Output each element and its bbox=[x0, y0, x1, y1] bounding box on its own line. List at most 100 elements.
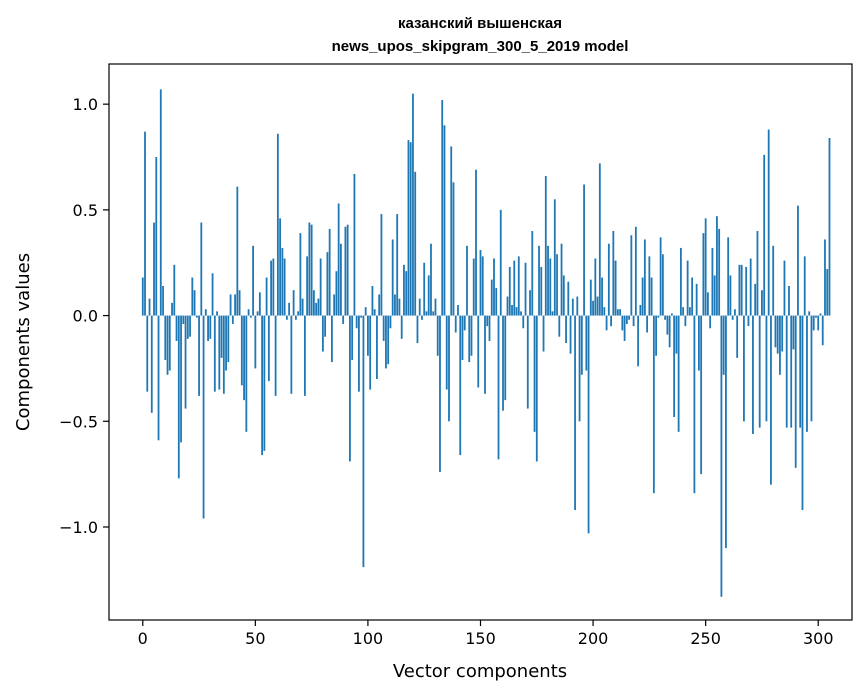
bar-183 bbox=[553, 199, 556, 316]
bar-239 bbox=[679, 247, 682, 316]
bar-228 bbox=[655, 315, 658, 356]
bar-215 bbox=[625, 315, 628, 325]
bar-70 bbox=[299, 233, 302, 316]
bar-35 bbox=[220, 315, 223, 358]
bar-72 bbox=[303, 315, 306, 396]
bar-216 bbox=[628, 315, 630, 320]
bar-17 bbox=[180, 315, 182, 443]
bar-261 bbox=[729, 275, 732, 316]
bar-194 bbox=[578, 315, 581, 422]
bar-24 bbox=[195, 315, 198, 318]
bar-128 bbox=[430, 243, 432, 316]
bar-227 bbox=[652, 315, 655, 494]
bar-138 bbox=[452, 182, 455, 316]
bar-47 bbox=[247, 309, 250, 316]
bar-217 bbox=[630, 235, 633, 316]
bar-147 bbox=[472, 258, 475, 316]
bar-105 bbox=[378, 294, 381, 316]
bar-112 bbox=[394, 294, 396, 316]
bar-95 bbox=[355, 315, 358, 329]
bar-44 bbox=[240, 315, 243, 386]
bar-107 bbox=[382, 315, 385, 341]
bar-201 bbox=[594, 258, 597, 316]
bar-170 bbox=[524, 262, 527, 316]
bar-221 bbox=[639, 305, 642, 316]
bar-197 bbox=[585, 315, 588, 371]
bar-276 bbox=[763, 154, 766, 316]
x-tick-label-300: 300 bbox=[803, 629, 834, 648]
bar-247 bbox=[698, 315, 700, 371]
bar-286 bbox=[785, 315, 788, 428]
bar-291 bbox=[797, 205, 799, 316]
bar-162 bbox=[506, 296, 509, 316]
bar-282 bbox=[776, 315, 779, 354]
bar-206 bbox=[605, 315, 608, 331]
bar-257 bbox=[720, 315, 723, 597]
bar-175 bbox=[535, 315, 538, 462]
bar-267 bbox=[743, 315, 745, 422]
bar-256 bbox=[718, 228, 721, 316]
bar-23 bbox=[193, 290, 196, 316]
bar-259 bbox=[725, 315, 727, 549]
bar-135 bbox=[445, 315, 448, 390]
y-tick-label-1: −0.5 bbox=[59, 412, 98, 431]
bar-149 bbox=[477, 315, 480, 388]
bar-270 bbox=[749, 258, 752, 316]
bar-68 bbox=[294, 315, 297, 320]
bar-298 bbox=[812, 315, 815, 331]
bar-224 bbox=[646, 315, 649, 333]
bar-97 bbox=[360, 315, 363, 318]
bar-99 bbox=[364, 307, 367, 316]
bar-48 bbox=[249, 315, 252, 318]
bar-278 bbox=[767, 129, 770, 316]
bar-80 bbox=[321, 315, 324, 352]
bar-225 bbox=[648, 256, 651, 316]
bar-302 bbox=[821, 315, 824, 346]
bar-0 bbox=[141, 277, 144, 316]
bar-25 bbox=[198, 315, 200, 396]
bar-236 bbox=[673, 315, 676, 418]
bar-219 bbox=[634, 226, 637, 316]
x-tick-label-150: 150 bbox=[465, 629, 496, 648]
bar-46 bbox=[245, 315, 248, 432]
bar-106 bbox=[380, 214, 383, 316]
bar-87 bbox=[337, 203, 340, 316]
bar-134 bbox=[443, 125, 446, 316]
bar-287 bbox=[788, 285, 790, 316]
bar-145 bbox=[468, 315, 471, 363]
bar-188 bbox=[565, 315, 567, 344]
bar-129 bbox=[432, 311, 435, 316]
bar-204 bbox=[601, 277, 603, 316]
bar-164 bbox=[511, 305, 513, 316]
bar-50 bbox=[254, 315, 257, 369]
bar-210 bbox=[614, 260, 617, 316]
bar-4 bbox=[150, 315, 153, 413]
bar-60 bbox=[276, 133, 279, 316]
bar-137 bbox=[450, 146, 453, 316]
bar-223 bbox=[643, 239, 646, 316]
bar-284 bbox=[781, 315, 784, 352]
bar-168 bbox=[520, 311, 522, 316]
bar-304 bbox=[826, 269, 829, 316]
bar-172 bbox=[529, 290, 531, 316]
bar-113 bbox=[396, 214, 399, 316]
bar-184 bbox=[556, 254, 558, 316]
bar-222 bbox=[641, 277, 644, 316]
chart-title-line1: казанский вышенская bbox=[398, 15, 562, 32]
bar-83 bbox=[328, 228, 331, 316]
bar-33 bbox=[216, 311, 218, 316]
bar-277 bbox=[765, 315, 768, 422]
bar-30 bbox=[209, 315, 212, 339]
bar-22 bbox=[191, 277, 194, 316]
bar-294 bbox=[803, 256, 806, 316]
bar-269 bbox=[747, 315, 750, 327]
chart-title-line2: news_upos_skipgram_300_5_2019 model bbox=[332, 38, 629, 55]
bar-209 bbox=[612, 231, 615, 316]
bar-220 bbox=[637, 315, 640, 367]
bar-198 bbox=[587, 315, 590, 534]
bar-91 bbox=[346, 224, 349, 316]
bar-195 bbox=[580, 315, 583, 375]
bar-293 bbox=[801, 315, 804, 511]
bar-268 bbox=[745, 266, 748, 316]
